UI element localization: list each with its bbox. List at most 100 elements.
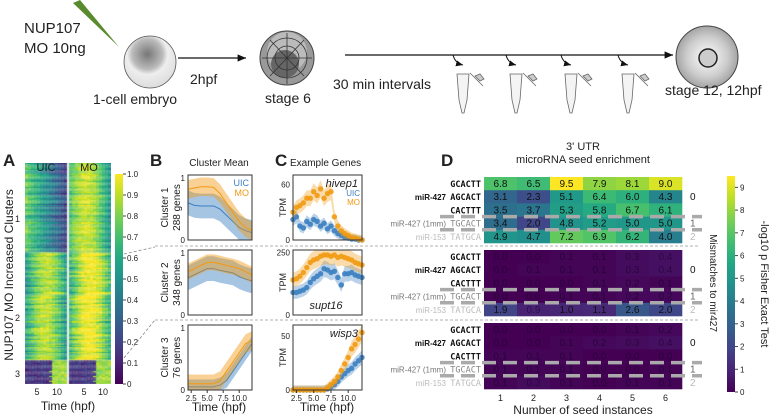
heatmap-cell-value: 1.0 [560, 305, 574, 316]
heatmap-cell [517, 250, 551, 264]
heatmap-cell [484, 190, 518, 204]
heatmap-cell-value: 0.3 [527, 378, 541, 389]
heatmap-cell [583, 250, 617, 264]
heatmap-cell-value: 6.4 [593, 192, 607, 203]
seed-sequence: TATGCA [450, 379, 481, 389]
seed-sequence: TGCACT [450, 293, 481, 303]
heatmap-cell [616, 203, 650, 217]
colorbar-a-tick-label: 0.9 [127, 191, 139, 200]
y-tick-label: 250 [277, 249, 291, 258]
colorbar-a-tick-label: 0.6 [127, 254, 139, 263]
heatmap-cell-value: 6.2 [626, 232, 640, 243]
one-cell-embryo-icon [123, 35, 177, 89]
colorbar-a-tick-label: 0 [127, 380, 132, 389]
cluster-mean-plot-3: 0 1 Cluster 3 76 genes 2.5 5.0 7.5 10.0 [160, 324, 253, 403]
heatmap-cell-value: 0.0 [593, 365, 607, 376]
heatmap-cell-value: 0.1 [494, 351, 508, 362]
stage12-embryo-icon [675, 25, 739, 89]
y-axis-label: TPM [278, 273, 288, 292]
y-tick-label: 1 [181, 324, 186, 333]
cluster-gene-count: 348 genes [172, 259, 183, 306]
heatmap-a-xtick: 5 [34, 387, 39, 397]
band-uic [188, 336, 252, 390]
legend-uic: UIC [346, 189, 360, 198]
y-tick-label: 0 [286, 386, 291, 395]
band-mo [188, 177, 252, 240]
seed-sequence: GCACTT [450, 326, 481, 336]
heatmap-cell-value: 4.0 [659, 232, 673, 243]
enrichment-block-3: 0.0 0.0 0.0 0.0 0.1 0.2 GCACTT 0.0 0.0 0.1 0.2 0.3 0… [390, 323, 702, 390]
heatmap-cell-value: 0.0 [527, 252, 541, 263]
heatmap-cell-value: 5.8 [593, 205, 607, 216]
point-mo [311, 189, 317, 195]
heatmap-cell [583, 263, 617, 277]
cluster-connector [123, 246, 156, 255]
seed-sequence: CACTTT [450, 206, 481, 216]
heatmap-cell [649, 216, 683, 231]
heatmap-cell [517, 289, 551, 304]
sampling-arrow [505, 54, 517, 67]
injection-label-2: MO 10ng [24, 40, 86, 57]
line-uic [188, 343, 253, 388]
heatmap-cell-value: 0.1 [560, 365, 574, 376]
line-uic [187, 202, 253, 234]
heatmap-cell-value: 5.2 [593, 219, 607, 230]
mirna-label: miR-427 [415, 193, 447, 202]
tube-icon [509, 73, 523, 114]
point-mo [345, 354, 351, 361]
heatmap-cell-value: 0.0 [593, 378, 607, 389]
heatmap-cell [517, 263, 551, 277]
heatmap-cell [484, 375, 518, 390]
heatmap-cell-value: 0.1 [593, 252, 607, 263]
colorbar-a-tick-label: 0.5 [127, 275, 139, 284]
colorbar-a-tick-label: 0.4 [127, 296, 139, 305]
heatmap-cell-value: 0.1 [626, 325, 640, 336]
colorbar-a-tick-label: 1.0 [127, 170, 139, 179]
heatmap-cell-value: 0.4 [659, 338, 673, 349]
heatmap-cell [550, 323, 584, 337]
heatmap-cell [649, 375, 683, 390]
seed-sequence: CACTTT [450, 352, 481, 362]
heatmap-cell [649, 250, 683, 264]
heatmap-cell-value: 6.0 [626, 192, 640, 203]
heatmap-cell [484, 336, 518, 350]
seed-sequence: CACTTT [450, 279, 481, 289]
heatmap-cell [649, 302, 683, 317]
plot-frame [187, 324, 253, 391]
point-mo [304, 264, 310, 271]
heatmap-cell-value: 4.3 [659, 192, 673, 203]
heatmap-cell [616, 263, 650, 277]
panel-c-label: C [275, 151, 287, 170]
point-mo [328, 189, 334, 195]
heatmap-a-xtick: 10 [98, 387, 108, 397]
seed-sequence: GCACTT [450, 253, 481, 263]
y-tick-label: 1 [181, 249, 186, 258]
heatmap-cell [616, 302, 650, 317]
heatmap-cell-value: 0.1 [560, 338, 574, 349]
cluster-name: Cluster 3 [160, 337, 171, 377]
plot-frame [292, 324, 363, 391]
seed-sequence: AGCACT [450, 193, 481, 203]
x-tick-label: 6 [663, 393, 668, 403]
point-mo [348, 346, 355, 352]
plot-frame [292, 174, 363, 241]
heatmap-cell-value: 9.5 [560, 179, 574, 190]
line-mo [188, 340, 253, 385]
seed-sequence: TGCACT [450, 366, 481, 376]
point-mo [300, 200, 307, 206]
stage6-label: stage 6 [265, 90, 311, 106]
mismatch-count: 2 [690, 378, 696, 389]
heatmap-cell [649, 289, 683, 304]
gene-plot-supt16: 0 250 TPM supt16 [277, 249, 365, 320]
heatmap-a-xlabel: Time (hpf) [41, 399, 95, 413]
heatmap-cell [517, 349, 551, 363]
y-tick-label: 0 [286, 236, 291, 245]
heatmap-cell-value: 3.1 [494, 192, 508, 203]
heatmap-cell [550, 302, 584, 317]
heatmap-cell [484, 177, 518, 191]
heatmap-cell [616, 276, 650, 290]
line-mo [187, 261, 253, 276]
heatmap-cell-value: 6.1 [659, 205, 673, 216]
heatmap-cell [550, 362, 584, 377]
